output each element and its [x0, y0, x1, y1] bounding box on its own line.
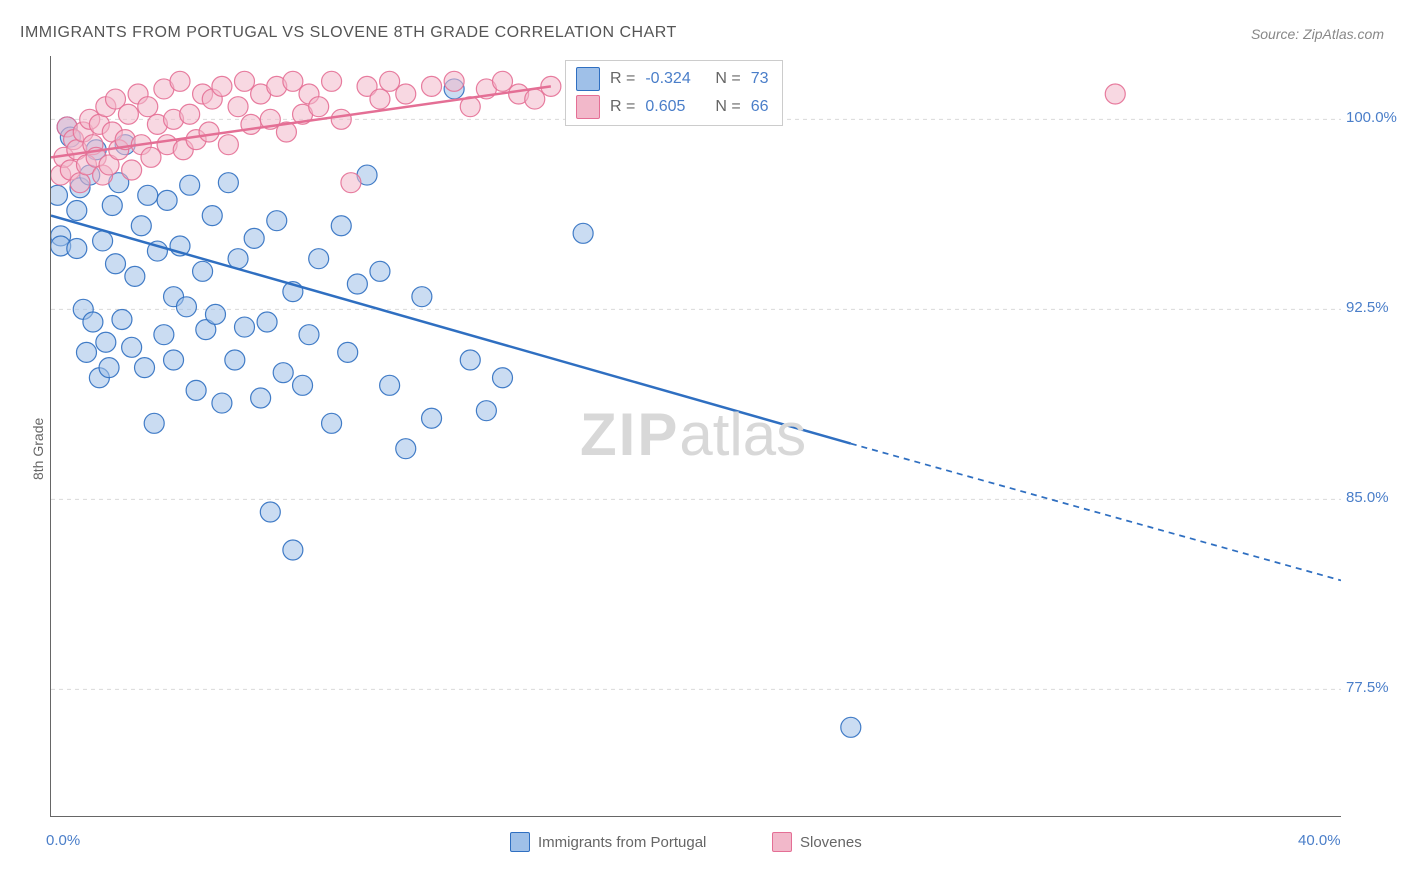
- infobox-swatch: [576, 95, 600, 119]
- infobox-n-value: 73: [751, 70, 769, 88]
- legend-label: Immigrants from Portugal: [538, 834, 706, 851]
- legend-swatch: [772, 832, 792, 852]
- scatter-plot: [50, 56, 1341, 817]
- y-axis-label: 8th Grade: [30, 418, 46, 480]
- infobox-n-label: N =: [715, 70, 740, 88]
- y-tick-label: 77.5%: [1346, 679, 1389, 696]
- infobox-n-label: N =: [715, 98, 740, 116]
- infobox-row: R = 0.605 N = 66: [576, 95, 768, 119]
- infobox-row: R = -0.324 N = 73: [576, 67, 768, 91]
- legend-label: Slovenes: [800, 834, 862, 851]
- x-axis-label-max: 40.0%: [1298, 832, 1341, 849]
- y-tick-label: 85.0%: [1346, 489, 1389, 506]
- legend-item: Immigrants from Portugal: [510, 832, 706, 852]
- x-axis-label-min: 0.0%: [46, 832, 80, 849]
- legend-swatch: [510, 832, 530, 852]
- source-label: Source: ZipAtlas.com: [1251, 26, 1384, 42]
- infobox-swatch: [576, 67, 600, 91]
- y-tick-label: 92.5%: [1346, 299, 1389, 316]
- infobox-r-label: R =: [610, 98, 635, 116]
- infobox-r-value: -0.324: [645, 70, 705, 88]
- legend-item: Slovenes: [772, 832, 862, 852]
- chart-title: IMMIGRANTS FROM PORTUGAL VS SLOVENE 8TH …: [20, 24, 677, 42]
- infobox-r-value: 0.605: [645, 98, 705, 116]
- infobox-n-value: 66: [751, 98, 769, 116]
- infobox-r-label: R =: [610, 70, 635, 88]
- correlation-infobox: R = -0.324 N = 73 R = 0.605 N = 66: [565, 60, 783, 126]
- y-tick-label: 100.0%: [1346, 109, 1397, 126]
